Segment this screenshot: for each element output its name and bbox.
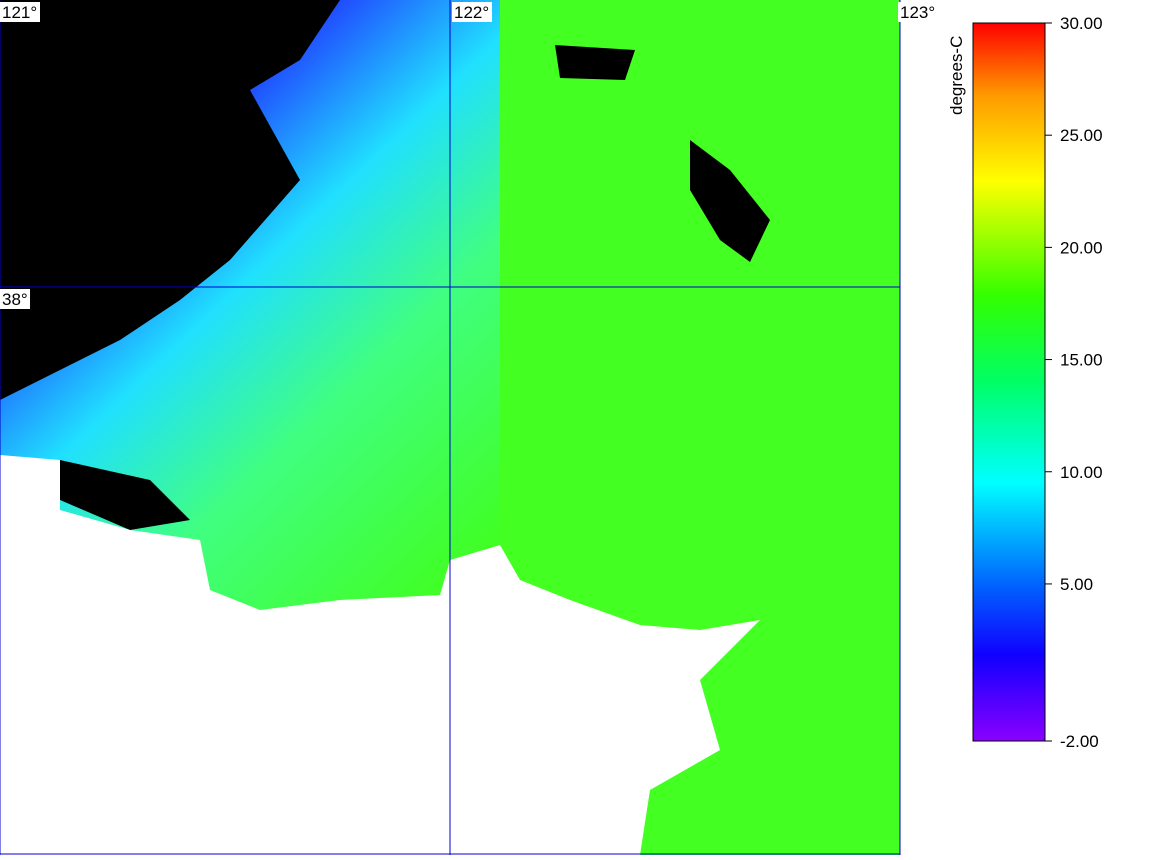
- label-bg: [0, 289, 30, 309]
- colorbar-tick-label: 5.00: [1060, 575, 1093, 594]
- land: [0, 455, 760, 855]
- label-bg: [452, 2, 492, 22]
- lon-label: 123°: [900, 3, 935, 22]
- colorbar-tick-label: 30.00: [1060, 14, 1103, 33]
- lon-label: 122°: [454, 3, 489, 22]
- colorbar-tick-label: -2.00: [1060, 732, 1099, 751]
- lat-label: 38°: [2, 290, 28, 309]
- no-data: [690, 140, 770, 262]
- colorbar: degrees-C 30.00 25.00 20.00 15.00 10.00 5.00 -…: [947, 14, 1103, 751]
- lon-label: 121°: [2, 3, 37, 22]
- colorbar-tick-label: 15.00: [1060, 351, 1103, 370]
- map: 121° 122° 123° 38°: [0, 0, 942, 855]
- no-data: [60, 460, 190, 530]
- label-bg: [898, 2, 942, 22]
- colorbar-ramp: [972, 22, 1046, 742]
- colorbar-tick-label: 20.00: [1060, 238, 1103, 257]
- no-data: [555, 45, 635, 80]
- label-bg: [0, 2, 40, 22]
- colorbar-tick-label: 25.00: [1060, 126, 1103, 145]
- colorbar-title: degrees-C: [947, 36, 966, 115]
- no-data: [0, 0, 340, 400]
- colorbar-tick-label: 10.00: [1060, 463, 1103, 482]
